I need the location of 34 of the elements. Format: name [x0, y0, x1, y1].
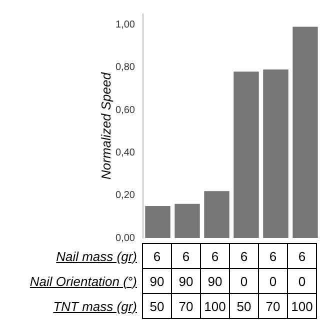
- text: 6: [142, 244, 172, 268]
- text: 70: [172, 294, 200, 318]
- text: 6: [258, 244, 288, 268]
- text: Nail mass (gr): [55, 248, 138, 266]
- bar: [292, 26, 318, 238]
- bar: [174, 204, 200, 238]
- y-axis-title: Normalized Speed: [98, 72, 114, 180]
- text: 90: [172, 268, 200, 294]
- text: 0: [230, 268, 258, 294]
- y-tick-label: 1,00: [116, 19, 136, 30]
- text: 90: [200, 268, 230, 294]
- bar: [234, 72, 259, 238]
- text: 90: [142, 268, 172, 294]
- text: 6: [288, 244, 316, 268]
- y-tick-label: 0,80: [116, 62, 136, 74]
- y-tick-label: 0,20: [116, 190, 136, 202]
- text: 50: [230, 294, 258, 318]
- text: 0: [288, 268, 316, 294]
- text: 100: [200, 294, 230, 318]
- text: 6: [230, 244, 258, 268]
- text: 0: [258, 268, 288, 294]
- text: 6: [172, 244, 200, 268]
- y-tick-label: 0,00: [116, 232, 136, 244]
- y-tick-label: 0,40: [116, 147, 136, 158]
- text: 100: [288, 294, 316, 318]
- text: 70: [258, 294, 288, 318]
- text: 6: [200, 244, 230, 268]
- text: Nail Orientation (°): [28, 272, 138, 291]
- bar: [204, 191, 230, 238]
- bar: [263, 69, 288, 238]
- y-tick-label: 0,60: [116, 104, 136, 116]
- text: TNT mass (gr): [52, 298, 138, 316]
- bar: [145, 206, 170, 238]
- text: 50: [142, 294, 172, 318]
